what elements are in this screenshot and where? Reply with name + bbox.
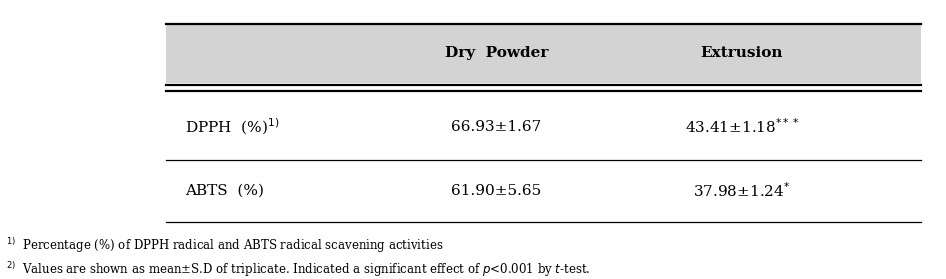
Bar (166, 23, 921, 83)
Text: Dry  Powder: Dry Powder (445, 47, 549, 61)
Text: 37.98±1.24$^{*}$: 37.98±1.24$^{*}$ (693, 182, 791, 200)
Text: Extrusion: Extrusion (701, 47, 783, 61)
Text: 61.90±5.65: 61.90±5.65 (451, 184, 542, 198)
Text: DPPH  (%)$^{1)}$: DPPH (%)$^{1)}$ (185, 116, 280, 137)
Text: $^{1)}$  Percentage (%) of DPPH radical and ABTS radical scavening activities: $^{1)}$ Percentage (%) of DPPH radical a… (6, 236, 444, 255)
Text: 66.93±1.67: 66.93±1.67 (451, 120, 542, 134)
Text: 43.41±1.18$^{***}$: 43.41±1.18$^{***}$ (685, 117, 799, 136)
Text: $^{2)}$  Values are shown as mean±S.D of triplicate. Indicated a significant eff: $^{2)}$ Values are shown as mean±S.D of … (6, 260, 590, 279)
Text: ABTS  (%): ABTS (%) (185, 184, 264, 198)
